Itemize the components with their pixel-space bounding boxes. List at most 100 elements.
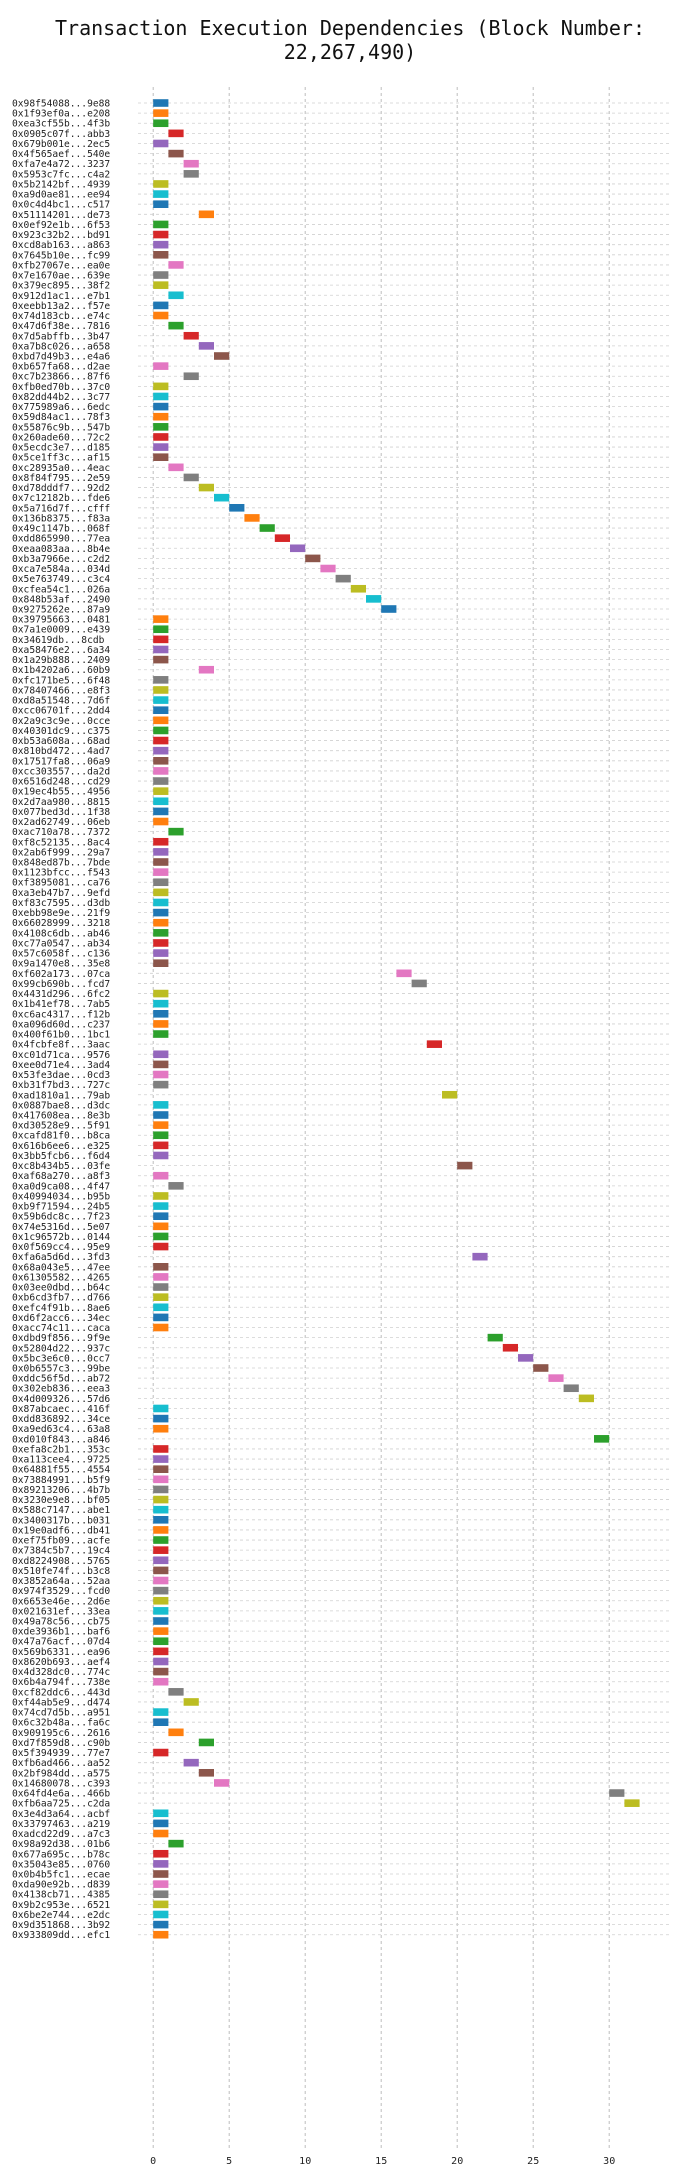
y-tick-label: 0x3bb5fcb6...f6d4 bbox=[12, 1151, 110, 1162]
gantt-bar bbox=[153, 1010, 169, 1018]
y-tick-label: 0x5ce1ff3c...af15 bbox=[12, 453, 110, 464]
y-tick-label: 0xcc303557...da2d bbox=[12, 766, 110, 777]
gantt-bar bbox=[153, 645, 169, 654]
gantt-bar bbox=[396, 969, 412, 978]
y-tick-label: 0x49c1147b...068f bbox=[12, 524, 110, 535]
gantt-bar bbox=[153, 757, 169, 765]
gantt-bar bbox=[183, 473, 199, 482]
y-tick-label: 0x2bf984dd...a575 bbox=[12, 1768, 110, 1779]
gantt-bar bbox=[609, 1789, 625, 1797]
y-tick-label: 0xc8b434b5...03fe bbox=[12, 1161, 110, 1172]
y-tick-label: 0x775989a6...6edc bbox=[12, 402, 110, 413]
y-tick-label: 0x2d7aa980...8815 bbox=[12, 797, 110, 808]
y-tick-label: 0xd78dddf7...92d2 bbox=[12, 483, 110, 494]
gantt-bar bbox=[274, 534, 290, 542]
gantt-bar bbox=[153, 807, 169, 816]
y-tick-label: 0x0f569cc4...95e9 bbox=[12, 1242, 110, 1253]
y-tick-label: 0xf83c7595...d3db bbox=[12, 898, 110, 909]
y-tick-label: 0x19e0adf6...db41 bbox=[12, 1525, 110, 1536]
gantt-bar bbox=[153, 1111, 169, 1119]
gantt-bar bbox=[153, 301, 169, 310]
x-tick-label: 30 bbox=[603, 2156, 615, 2167]
gantt-bar bbox=[153, 1596, 169, 1605]
gantt-bar bbox=[153, 433, 169, 441]
y-tick-label: 0x6be2e744...e2dc bbox=[12, 1910, 110, 1921]
gantt-bar bbox=[153, 139, 169, 148]
gantt-bar bbox=[457, 1161, 473, 1170]
y-tick-label: 0xb6cd3fb7...d766 bbox=[12, 1293, 110, 1304]
y-tick-label: 0xbd7d49b3...e4a6 bbox=[12, 352, 110, 363]
y-tick-label: 0x136b8375...f83a bbox=[12, 513, 110, 524]
gantt-bar bbox=[153, 1212, 169, 1220]
y-tick-label: 0x7d5abffb...3b47 bbox=[12, 331, 110, 342]
y-tick-label: 0x1123bfcc...f543 bbox=[12, 868, 110, 879]
gantt-bar bbox=[153, 1657, 169, 1666]
gantt-bar bbox=[183, 1698, 199, 1706]
y-tick-label: 0x35043e85...0760 bbox=[12, 1859, 110, 1870]
gantt-bar bbox=[502, 1343, 518, 1352]
gantt-bar bbox=[153, 1495, 169, 1504]
gantt-bar bbox=[198, 210, 214, 219]
y-tick-label: 0x912d1ac1...e7b1 bbox=[12, 291, 110, 302]
gantt-bar bbox=[153, 180, 169, 188]
y-tick-label: 0x4108c6db...ab46 bbox=[12, 928, 110, 939]
gantt-bar bbox=[153, 1101, 169, 1109]
gantt-bar bbox=[198, 342, 214, 350]
gantt-bar bbox=[168, 129, 184, 138]
gantt-bar bbox=[153, 402, 169, 411]
gantt-bar bbox=[153, 686, 169, 694]
y-tick-label: 0xf44ab5e9...d474 bbox=[12, 1697, 110, 1708]
y-tick-label: 0x4138cb71...4385 bbox=[12, 1890, 110, 1901]
y-tick-label: 0xdbd9f856...9f9e bbox=[12, 1333, 110, 1344]
gantt-bar bbox=[153, 453, 169, 461]
chart-title: Transaction Execution Dependencies (Bloc… bbox=[54, 16, 645, 64]
gantt-bar bbox=[153, 878, 169, 887]
gantt-bar bbox=[153, 1880, 169, 1888]
gantt-bar bbox=[198, 665, 214, 674]
y-tick-label: 0x400f61b0...1bc1 bbox=[12, 1030, 110, 1041]
y-tick-label: 0x98f54088...9e88 bbox=[12, 99, 110, 110]
y-tick-label: 0xf3895081...ca76 bbox=[12, 878, 110, 889]
y-tick-label: 0x4d009326...57d6 bbox=[12, 1394, 110, 1405]
y-tick-label: 0x3230e9e8...bf05 bbox=[12, 1495, 110, 1506]
gantt-bar bbox=[259, 524, 275, 532]
gantt-bar bbox=[198, 1769, 214, 1777]
gantt-bar bbox=[168, 827, 184, 836]
x-tick-label: 25 bbox=[527, 2156, 539, 2167]
y-tick-label: 0x1a29b888...2409 bbox=[12, 655, 110, 666]
gantt-bar bbox=[183, 372, 199, 381]
gantt-bar bbox=[153, 716, 169, 725]
y-tick-label: 0x6653e46e...2d6e bbox=[12, 1596, 110, 1607]
y-tick-label: 0xa096d60d...c237 bbox=[12, 1019, 110, 1030]
y-tick-label: 0x61305582...4265 bbox=[12, 1272, 110, 1283]
y-tick-label: 0x66028999...3218 bbox=[12, 918, 110, 929]
gantt-bar bbox=[153, 837, 169, 846]
y-tick-label: 0xb657fa68...d2ae bbox=[12, 362, 110, 373]
y-tick-label: 0xd30528e9...5f91 bbox=[12, 1121, 110, 1132]
gantt-bar bbox=[533, 1364, 549, 1372]
gantt-bar bbox=[153, 1870, 169, 1878]
y-tick-label: 0x588c7147...abe1 bbox=[12, 1505, 110, 1516]
y-tick-label: 0x417608ea...8e3b bbox=[12, 1111, 110, 1122]
gantt-bar bbox=[153, 797, 169, 806]
y-tick-label: 0x74cd7d5b...a951 bbox=[12, 1708, 110, 1719]
y-tick-label: 0xa9ed63c4...63a8 bbox=[12, 1424, 110, 1435]
gantt-bar bbox=[198, 483, 214, 492]
gantt-bar bbox=[153, 625, 169, 634]
y-tick-label: 0x933809dd...efc1 bbox=[12, 1930, 110, 1941]
gantt-bar bbox=[305, 554, 321, 563]
gantt-bar bbox=[153, 119, 169, 128]
gantt-bar bbox=[153, 362, 169, 370]
gantt-bar bbox=[411, 979, 427, 988]
gantt-bar bbox=[153, 1192, 169, 1200]
gantt-bar bbox=[153, 1667, 169, 1676]
gantt-bar bbox=[168, 1839, 184, 1848]
gantt-bar bbox=[153, 1677, 169, 1686]
gantt-bar bbox=[153, 392, 169, 401]
y-tick-label: 0x9b2c953e...6521 bbox=[12, 1900, 110, 1911]
y-tick-label: 0xcf82ddc6...443d bbox=[12, 1687, 110, 1698]
gantt-bar bbox=[153, 706, 169, 714]
gantt-bar bbox=[153, 1930, 169, 1939]
gantt-bar bbox=[153, 1141, 169, 1150]
y-tick-label: 0x616b6ee6...e325 bbox=[12, 1141, 110, 1152]
